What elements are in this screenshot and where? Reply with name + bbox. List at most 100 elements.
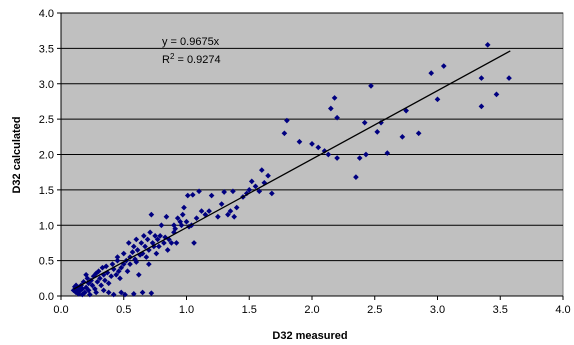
data-point [108, 273, 115, 280]
y-tick-label: 2.0 [39, 150, 54, 162]
data-point [94, 279, 101, 285]
data-point [148, 290, 155, 296]
y-tick-label: 4.0 [39, 8, 54, 20]
data-point [440, 63, 447, 69]
y-axis-title: D32 calculated [11, 116, 23, 193]
data-point [184, 192, 191, 199]
data-point [434, 96, 441, 103]
x-tick-label: 2.0 [304, 304, 319, 316]
data-point [246, 187, 253, 193]
x-tick-label: 3.5 [493, 304, 508, 316]
data-point [147, 229, 153, 236]
data-point [225, 211, 231, 218]
data-point [353, 174, 359, 180]
data-point [157, 233, 163, 239]
data-point [144, 236, 151, 243]
data-point [231, 213, 238, 220]
data-point [141, 233, 147, 239]
data-point [478, 75, 485, 81]
data-point [105, 289, 112, 296]
data-point [143, 254, 150, 260]
data-point [125, 240, 132, 246]
data-point [174, 215, 181, 222]
x-tick-label: 4.0 [555, 304, 570, 316]
data-point [93, 289, 99, 296]
data-point [129, 249, 136, 255]
data-point [120, 250, 127, 257]
data-point [252, 183, 259, 190]
gridlines [61, 12, 563, 262]
data-point [139, 289, 146, 296]
data-point [154, 236, 161, 243]
data-point [356, 155, 363, 161]
data-point [84, 275, 91, 282]
data-point [327, 105, 334, 112]
data-point [115, 268, 122, 275]
data-point [256, 188, 263, 195]
data-point [135, 271, 142, 278]
y-tick-label: 3.0 [39, 79, 54, 91]
data-point [179, 211, 186, 218]
y-tick-label: 3.5 [39, 43, 54, 55]
data-point [309, 141, 315, 147]
data-point [172, 225, 179, 232]
data-point [82, 289, 88, 296]
data-point [215, 213, 221, 220]
data-point [334, 155, 340, 161]
data-point [218, 201, 225, 207]
data-point [146, 261, 152, 267]
data-point [296, 138, 303, 145]
data-point [130, 291, 137, 297]
data-point [109, 261, 116, 267]
data-point [97, 275, 103, 282]
data-point [399, 133, 406, 140]
x-tick-label: 0.0 [53, 304, 68, 316]
data-point [130, 243, 137, 250]
data-point [428, 70, 435, 76]
data-point [161, 240, 167, 246]
data-point [334, 114, 340, 121]
data-point [118, 289, 125, 296]
data-point [158, 222, 165, 229]
data-point [284, 117, 290, 124]
data-point [478, 103, 485, 110]
data-point [191, 240, 197, 246]
data-point [227, 208, 234, 214]
data-point [102, 277, 108, 284]
data-point [193, 215, 200, 222]
data-point [281, 130, 288, 137]
data-point [133, 259, 140, 265]
data-point [265, 172, 271, 179]
x-tick-label: 1.0 [179, 304, 194, 316]
data-point [506, 75, 512, 81]
data-point [189, 191, 196, 198]
data-point [374, 129, 381, 135]
data-point [98, 282, 104, 289]
data-point [415, 130, 422, 137]
data-point [110, 291, 117, 298]
data-point [89, 282, 96, 289]
data-point [363, 151, 369, 158]
data-point [148, 211, 155, 218]
data-point [198, 208, 205, 214]
data-point [133, 236, 140, 243]
data-point [113, 271, 120, 278]
data-point [142, 243, 148, 250]
data-point [95, 268, 102, 275]
y-tick-label: 1.5 [39, 185, 54, 197]
data-point [152, 233, 158, 239]
data-point [230, 188, 236, 195]
data-point [168, 240, 175, 246]
data-point [85, 287, 92, 294]
y-tick-label: 0.0 [39, 291, 54, 303]
data-point [181, 204, 187, 211]
y-tick-label: 0.5 [39, 256, 54, 268]
data-point [248, 178, 255, 185]
data-point [269, 190, 275, 197]
data-point [156, 243, 162, 250]
data-point [138, 240, 145, 246]
data-point [331, 95, 338, 101]
x-tick-label: 0.5 [116, 304, 131, 316]
data-point [117, 275, 123, 282]
